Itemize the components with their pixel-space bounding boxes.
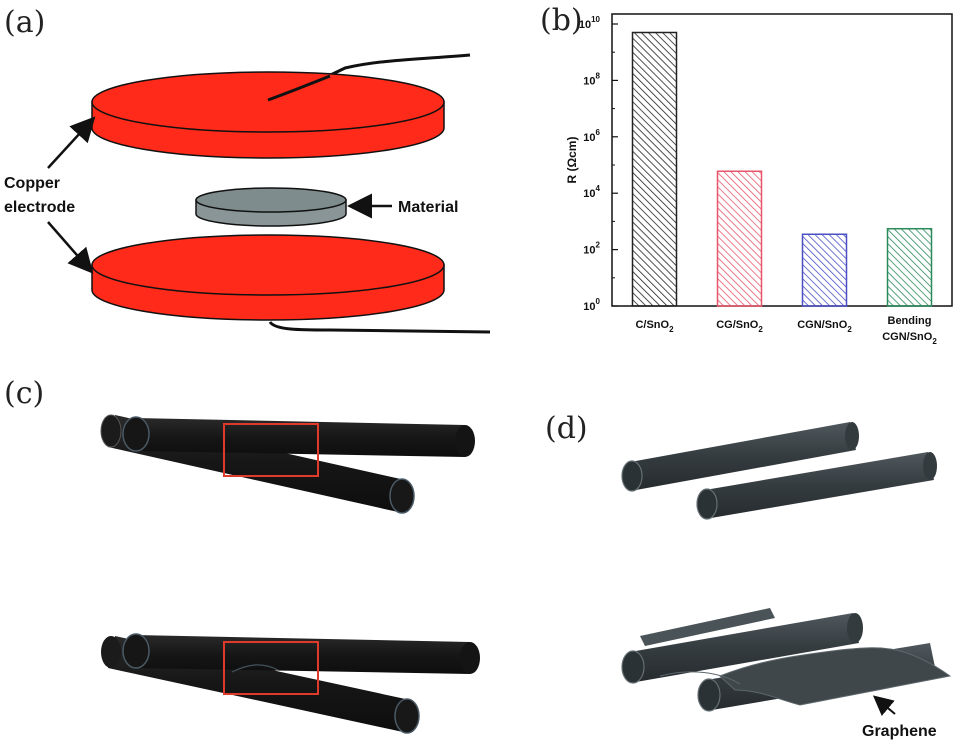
copper-arrow-bottom — [47, 221, 94, 274]
tube-d-top-upper-end — [621, 460, 643, 492]
tube-d-top-upper — [630, 422, 856, 490]
copper-arrow-top — [47, 116, 96, 169]
copper-label-line2: electrode — [4, 199, 75, 216]
bottom-copper-electrode — [91, 234, 445, 321]
graphene-label: Graphene — [862, 723, 937, 740]
panel-d: (d) Graphene — [545, 411, 952, 740]
panel-d-label: (d) — [545, 411, 588, 446]
panel-c-label: (c) — [4, 376, 44, 411]
x-tick-label: CG/SnO2 — [716, 319, 763, 334]
tube-d-top-lower — [705, 452, 934, 518]
y-tick-label: 108 — [583, 71, 600, 87]
x-tick-label: CGN/SnO2 — [797, 319, 852, 334]
tube-pair-c-top — [100, 414, 475, 514]
bar-2 — [801, 233, 848, 307]
tube-pair-d-bottom — [621, 608, 952, 712]
tube-c-bottom-diagonal-end — [394, 698, 420, 734]
x-tick-label-line0: Bending — [888, 315, 932, 327]
chart-bars — [631, 31, 933, 307]
y-tick-label: 102 — [583, 241, 600, 257]
x-tick-label: CGN/SnO2 — [882, 331, 937, 346]
tube-pair-d-top — [621, 422, 937, 520]
contact-highlight-box-top — [223, 423, 319, 477]
contact-highlight-box-bottom — [223, 641, 319, 695]
tube-d-bottom-upper — [630, 613, 859, 682]
top-wire-overlay — [267, 74, 331, 102]
panel-b: (b) 100 102 104 106 108 1010 C/SnO2 CG/SnO2 CGN… — [540, 3, 953, 346]
tube-d-bottom-upper-end — [621, 650, 645, 684]
x-tick-label: C/SnO2 — [635, 319, 674, 334]
tube-c-bottom-horizontal-end — [122, 633, 150, 669]
bar-3 — [886, 227, 933, 307]
tube-pair-c-bottom — [101, 633, 480, 734]
tube-c-bottom-horizontal — [135, 635, 470, 674]
y-tick-label: 100 — [583, 297, 600, 313]
y-tick-label: 106 — [583, 128, 600, 144]
tube-d-top-lower-end — [696, 488, 718, 520]
y-tick-label: 104 — [583, 184, 600, 200]
y-tick-label: 1010 — [579, 15, 601, 31]
chart-y-ticks: 100 102 104 106 108 1010 — [579, 15, 618, 313]
chart-plot-frame — [611, 13, 953, 307]
material-disc — [195, 187, 347, 227]
panel-a-label: (a) — [4, 5, 45, 40]
panel-a: (a) Copper electrode Material — [4, 5, 491, 334]
graphene-arrow — [872, 695, 896, 716]
tube-c-top-diagonal-end — [389, 478, 415, 514]
bottom-wire — [268, 320, 491, 334]
tube-d-bottom-lower-end — [697, 678, 721, 712]
tube-c-top-horizontal-end — [122, 416, 150, 452]
graphene-sheet-back — [640, 608, 775, 646]
tube-c-top-horizontal — [135, 418, 465, 457]
material-label: Material — [398, 199, 458, 216]
tube-deformation-line — [231, 664, 279, 673]
panel-c: (c) — [4, 376, 480, 734]
bar-1 — [716, 170, 763, 307]
panel-b-label: (b) — [540, 3, 583, 38]
graphene-sheet-front — [719, 647, 952, 706]
chart-y-axis-label: R (Ωcm) — [565, 137, 579, 184]
chart-x-labels: C/SnO2 CG/SnO2 CGN/SnO2 Bending CGN/SnO2 — [635, 315, 937, 346]
copper-label-line1: Copper — [4, 175, 60, 192]
bar-0 — [631, 31, 678, 307]
top-copper-electrode — [91, 71, 445, 159]
